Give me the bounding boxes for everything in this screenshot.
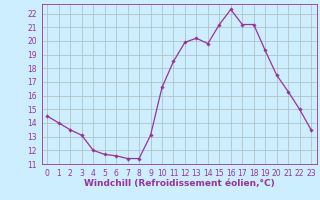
X-axis label: Windchill (Refroidissement éolien,°C): Windchill (Refroidissement éolien,°C) [84, 179, 275, 188]
